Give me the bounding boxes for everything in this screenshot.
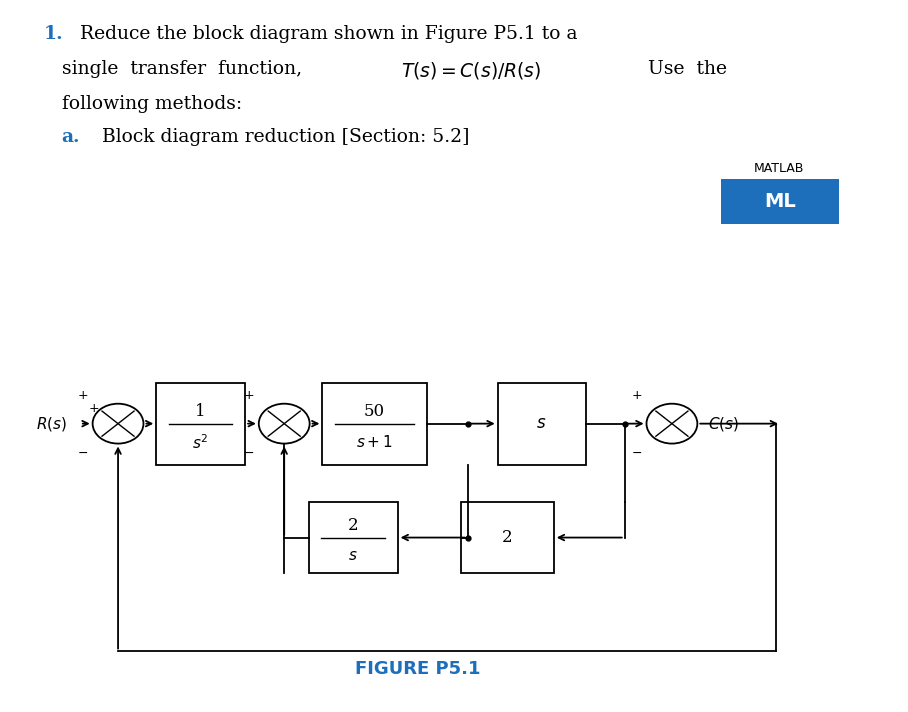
Circle shape — [646, 404, 697, 444]
Text: $R(s)$: $R(s)$ — [36, 414, 67, 433]
Text: +: + — [89, 402, 100, 415]
Text: 1.: 1. — [44, 25, 64, 43]
Text: −: − — [77, 446, 88, 459]
Text: $C(s)$: $C(s)$ — [708, 414, 739, 433]
Bar — [156, 383, 245, 464]
Text: FIGURE P5.1: FIGURE P5.1 — [355, 660, 480, 678]
Text: $T(s) = C(s)/R(s)$: $T(s) = C(s)/R(s)$ — [401, 60, 541, 80]
Text: −: − — [631, 446, 642, 459]
Text: MATLAB: MATLAB — [754, 162, 804, 175]
Text: Block diagram reduction [Section: 5.2]: Block diagram reduction [Section: 5.2] — [96, 128, 469, 146]
Bar — [309, 502, 398, 573]
Text: $s^2$: $s^2$ — [192, 433, 209, 451]
Text: $s$: $s$ — [537, 415, 547, 432]
Text: ML: ML — [765, 192, 795, 211]
Text: Reduce the block diagram shown in Figure P5.1 to a: Reduce the block diagram shown in Figure… — [80, 25, 577, 43]
Text: Use  the: Use the — [636, 60, 726, 78]
Circle shape — [259, 404, 310, 444]
Bar — [322, 383, 427, 464]
Text: 50: 50 — [364, 403, 385, 420]
Text: following methods:: following methods: — [62, 95, 242, 113]
Text: 2: 2 — [502, 529, 513, 546]
Text: +: + — [77, 389, 88, 402]
Text: single  transfer  function,: single transfer function, — [62, 60, 314, 78]
Text: a.: a. — [62, 128, 80, 146]
Bar — [721, 179, 839, 224]
Text: $s$: $s$ — [349, 549, 358, 563]
Circle shape — [93, 404, 143, 444]
Text: $s+1$: $s+1$ — [356, 434, 393, 450]
Text: +: + — [631, 389, 642, 402]
Bar — [461, 502, 554, 573]
Text: −: − — [243, 446, 254, 459]
Text: +: + — [243, 389, 254, 402]
Text: 1: 1 — [195, 403, 206, 420]
Bar — [498, 383, 586, 464]
Text: 2: 2 — [348, 517, 359, 534]
